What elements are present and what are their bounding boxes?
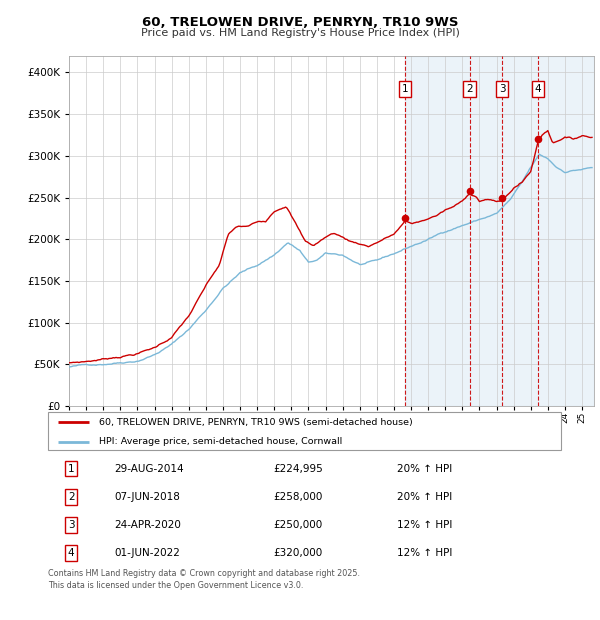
Bar xyxy=(405,56,594,406)
Text: Price paid vs. HM Land Registry's House Price Index (HPI): Price paid vs. HM Land Registry's House … xyxy=(140,28,460,38)
FancyBboxPatch shape xyxy=(48,412,561,450)
Text: £320,000: £320,000 xyxy=(274,548,323,558)
Text: 1: 1 xyxy=(402,84,409,94)
Text: HPI: Average price, semi-detached house, Cornwall: HPI: Average price, semi-detached house,… xyxy=(100,437,343,446)
Text: 1: 1 xyxy=(68,464,74,474)
Text: £250,000: £250,000 xyxy=(274,520,323,530)
Text: Contains HM Land Registry data © Crown copyright and database right 2025.
This d: Contains HM Land Registry data © Crown c… xyxy=(48,569,360,590)
Text: 01-JUN-2022: 01-JUN-2022 xyxy=(115,548,181,558)
Text: 20% ↑ HPI: 20% ↑ HPI xyxy=(397,464,452,474)
Text: 29-AUG-2014: 29-AUG-2014 xyxy=(115,464,184,474)
Text: 12% ↑ HPI: 12% ↑ HPI xyxy=(397,520,452,530)
Text: 4: 4 xyxy=(68,548,74,558)
Text: 2: 2 xyxy=(68,492,74,502)
Text: 24-APR-2020: 24-APR-2020 xyxy=(115,520,182,530)
Text: £224,995: £224,995 xyxy=(274,464,323,474)
Text: 60, TRELOWEN DRIVE, PENRYN, TR10 9WS (semi-detached house): 60, TRELOWEN DRIVE, PENRYN, TR10 9WS (se… xyxy=(100,417,413,427)
Text: 2: 2 xyxy=(466,84,473,94)
Text: 07-JUN-2018: 07-JUN-2018 xyxy=(115,492,181,502)
Text: 3: 3 xyxy=(499,84,505,94)
Text: 20% ↑ HPI: 20% ↑ HPI xyxy=(397,492,452,502)
Text: £258,000: £258,000 xyxy=(274,492,323,502)
Text: 4: 4 xyxy=(535,84,541,94)
Text: 3: 3 xyxy=(68,520,74,530)
Text: 60, TRELOWEN DRIVE, PENRYN, TR10 9WS: 60, TRELOWEN DRIVE, PENRYN, TR10 9WS xyxy=(142,16,458,29)
Text: 12% ↑ HPI: 12% ↑ HPI xyxy=(397,548,452,558)
